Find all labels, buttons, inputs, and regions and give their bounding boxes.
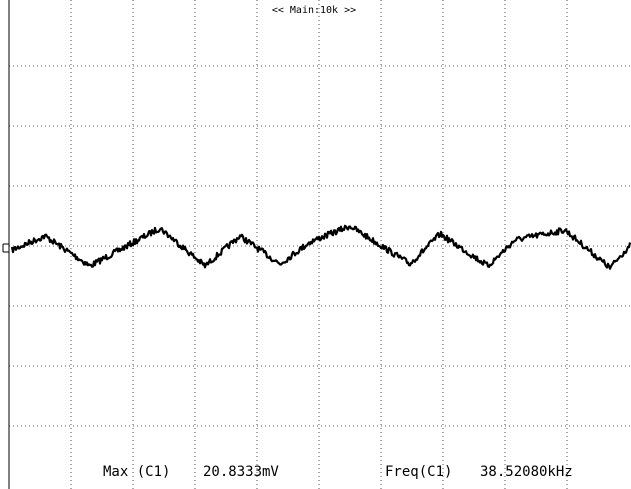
measurement-value: 20.8333mV [203,464,279,480]
measurement-value: 38.52080kHz [480,464,573,480]
channel-marker [2,243,9,253]
measurement-label: Max (C1) [103,464,170,480]
timebase-label: << Main:10k >> [272,5,356,16]
waveform [10,224,631,270]
measurement-label: Freq(C1) [385,464,452,480]
